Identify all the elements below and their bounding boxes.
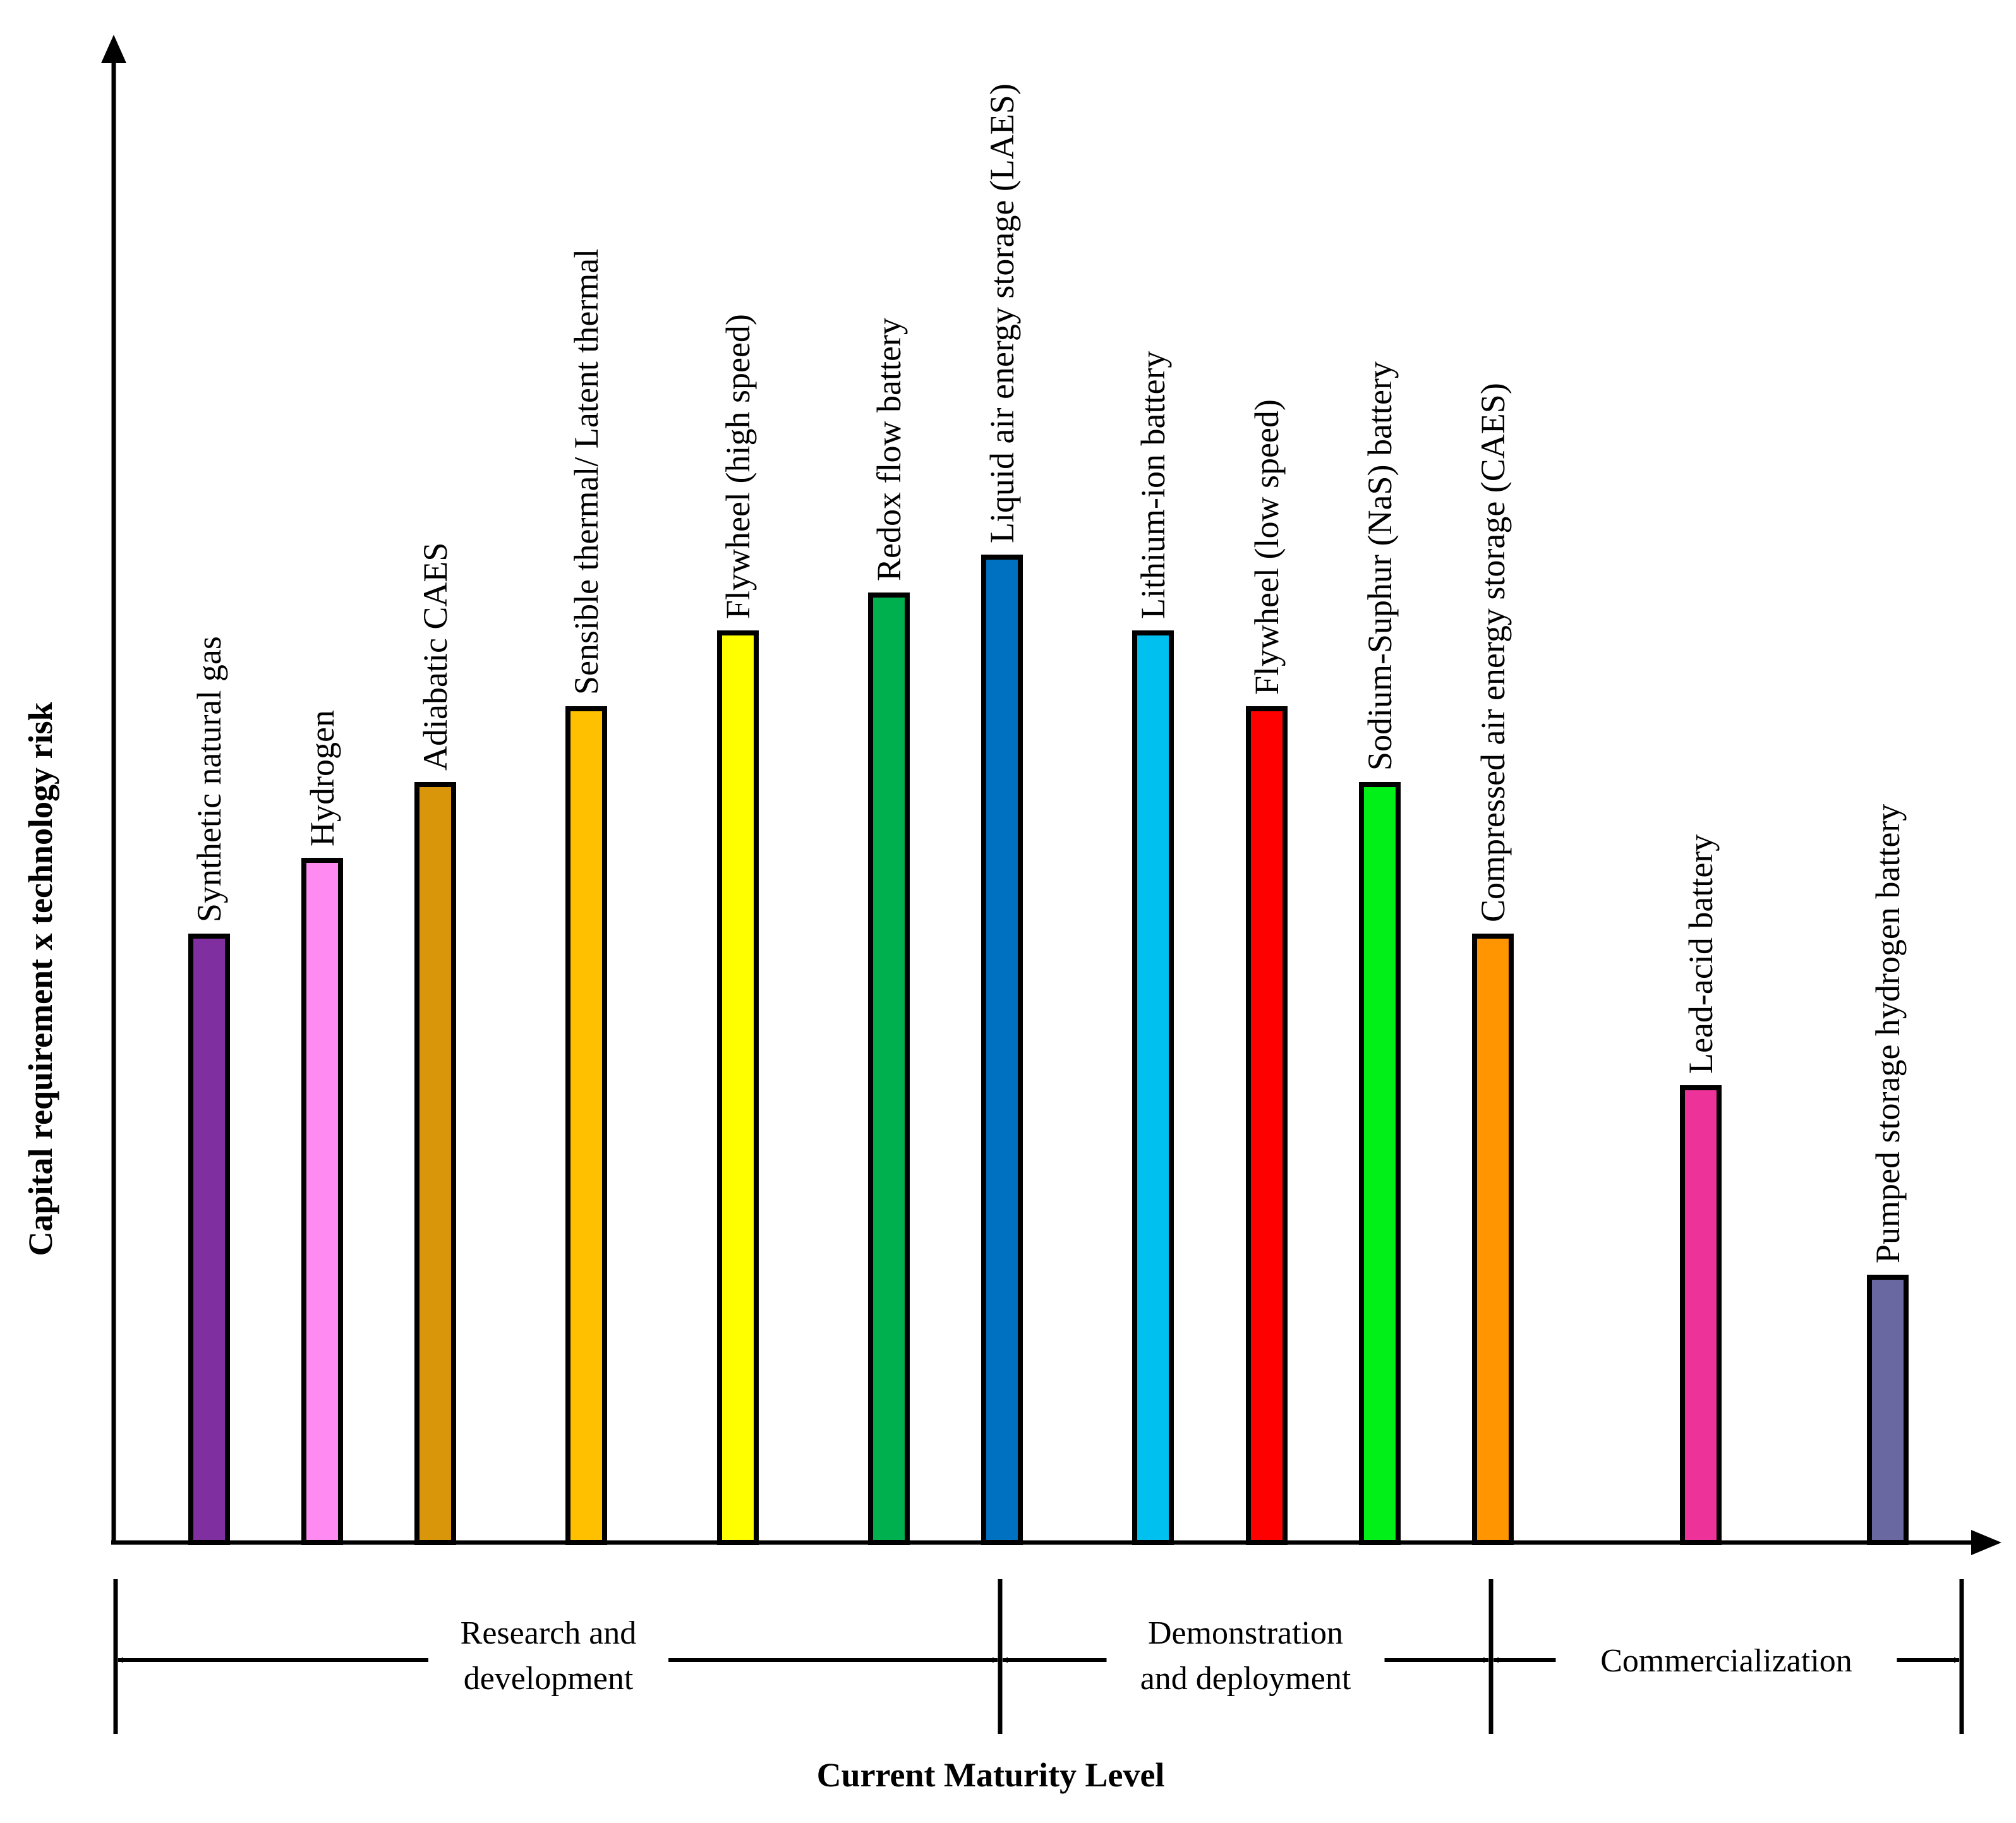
bar-1 <box>188 934 230 1545</box>
y-axis-title: Capital requirement x technology risk <box>21 702 59 1256</box>
bar-6 <box>868 593 910 1545</box>
bar-label-7: Liquid air energy storage (LAES) <box>983 83 1021 543</box>
bar-9 <box>1246 706 1288 1545</box>
bar-labels-group: Synthetic natural gas Hydrogen Adiabatic C… <box>190 83 1907 1263</box>
bar-label-6: Redox flow battery <box>870 318 908 581</box>
bar-label-12: Lead-acid battery <box>1682 834 1720 1074</box>
bar-label-2: Hydrogen <box>303 710 341 846</box>
bar-2 <box>301 858 343 1545</box>
phase-label-3-line-1: Commercialization <box>1600 1643 1852 1679</box>
bar-label-5: Flywheel (high speed) <box>719 314 757 619</box>
y-axis-arrowhead <box>101 35 126 63</box>
bar-label-10: Sodium-Suphur (NaS) battery <box>1361 361 1399 771</box>
bar-8 <box>1132 630 1174 1545</box>
phase-label-2-line-1: Demonstration <box>1148 1615 1343 1651</box>
x-axis-arrowhead <box>1971 1530 2001 1555</box>
bar-11 <box>1472 934 1514 1545</box>
bar-label-1: Synthetic natural gas <box>190 636 228 922</box>
bar-4 <box>565 706 607 1545</box>
bar-13 <box>1867 1275 1909 1545</box>
bar-5 <box>717 630 759 1545</box>
bar-label-9: Flywheel (low speed) <box>1248 399 1286 695</box>
bar-12 <box>1680 1085 1722 1545</box>
bar-label-4: Sensible thermal/ Latent thermal <box>567 249 605 695</box>
bar-3 <box>414 782 456 1545</box>
phases-group: Research and development Demonstration and … <box>118 1615 1960 1697</box>
bar-10 <box>1359 782 1401 1545</box>
phase-label-2-line-2: and deployment <box>1140 1661 1351 1697</box>
bar-label-3: Adiabatic CAES <box>416 543 454 771</box>
bar-label-8: Lithium-ion battery <box>1134 351 1172 619</box>
bar-label-13: Pumped storage hydrogen battery <box>1869 804 1907 1263</box>
bar-label-11: Compressed air energy storage (CAES) <box>1474 383 1512 922</box>
phase-label-1-line-2: development <box>464 1661 634 1697</box>
bars-group <box>188 555 1909 1545</box>
bar-7 <box>981 555 1023 1545</box>
x-axis-title: Current Maturity Level <box>817 1756 1165 1794</box>
phase-label-1-line-1: Research and <box>461 1615 637 1651</box>
